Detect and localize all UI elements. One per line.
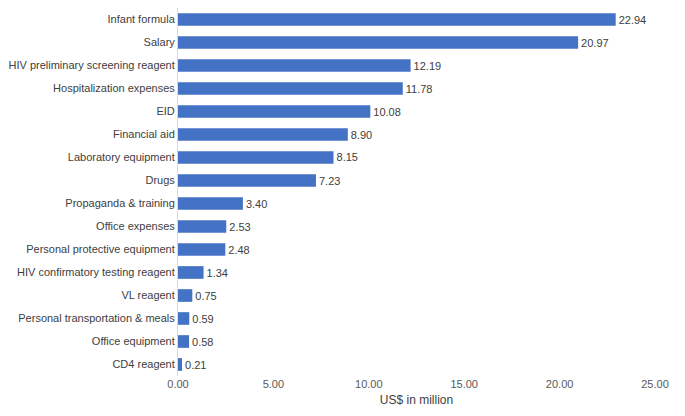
svg-text:Laboratory equipment: Laboratory equipment [68,151,175,163]
svg-text:10.08: 10.08 [373,106,401,118]
svg-text:1.34: 1.34 [207,267,228,279]
svg-text:20.97: 20.97 [581,37,609,49]
svg-text:HIV preliminary screening reag: HIV preliminary screening reagent [8,59,174,71]
svg-text:EID: EID [156,105,174,117]
svg-text:5.00: 5.00 [263,378,284,390]
svg-text:Salary: Salary [144,36,176,48]
svg-text:7.23: 7.23 [319,175,340,187]
svg-text:22.94: 22.94 [619,14,647,26]
svg-text:0.00: 0.00 [167,378,188,390]
svg-text:20.00: 20.00 [546,378,574,390]
svg-text:11.78: 11.78 [406,83,433,95]
svg-text:Personal transportation & meal: Personal transportation & meals [18,312,175,324]
svg-text:Drugs: Drugs [145,174,175,186]
svg-text:HIV confirmatory testing reage: HIV confirmatory testing reagent [17,266,175,278]
svg-text:CD4 reagent: CD4 reagent [112,358,174,370]
svg-text:12.19: 12.19 [414,60,442,72]
svg-text:Personal protective equipment: Personal protective equipment [26,243,175,255]
svg-text:8.90: 8.90 [351,129,372,141]
svg-text:0.21: 0.21 [185,359,206,371]
svg-text:0.59: 0.59 [192,313,213,325]
svg-text:0.75: 0.75 [195,290,216,302]
svg-text:Propaganda & training: Propaganda & training [65,197,174,209]
svg-text:10.00: 10.00 [355,378,383,390]
svg-text:3.40: 3.40 [246,198,267,210]
svg-text:25.00: 25.00 [641,378,669,390]
svg-text:2.48: 2.48 [228,244,249,256]
svg-text:Infant formula: Infant formula [108,13,176,25]
svg-text:2.53: 2.53 [229,221,250,233]
svg-text:0.58: 0.58 [192,336,213,348]
svg-text:Financial aid: Financial aid [113,128,175,140]
svg-text:US$ in million: US$ in million [380,393,453,407]
svg-text:8.15: 8.15 [337,151,358,163]
svg-text:VL reagent: VL reagent [121,289,174,301]
svg-text:Office equipment: Office equipment [92,335,175,347]
svg-text:Hospitalization expenses: Hospitalization expenses [53,82,175,94]
svg-text:15.00: 15.00 [450,378,478,390]
svg-text:Office expenses: Office expenses [96,220,175,232]
